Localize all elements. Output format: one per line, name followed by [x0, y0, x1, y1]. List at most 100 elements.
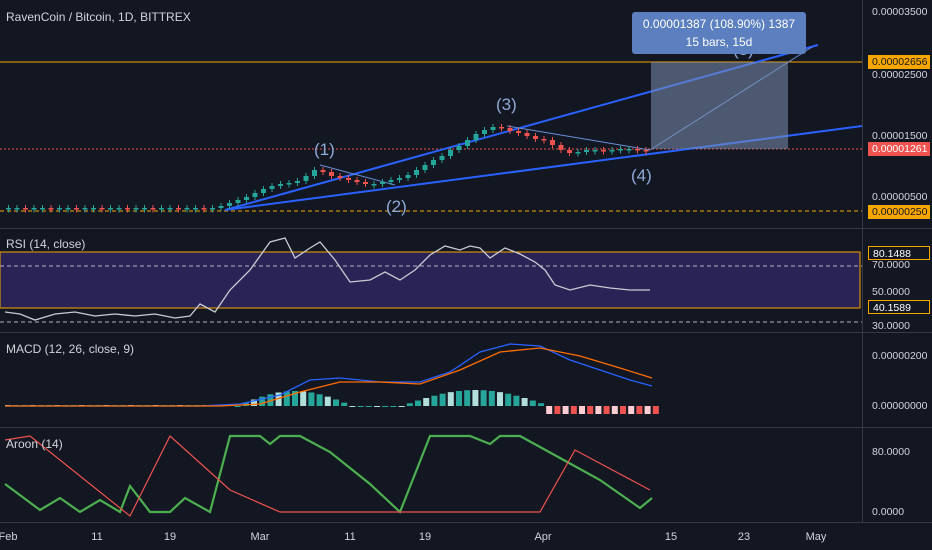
candle-body	[295, 181, 300, 183]
macd-bar	[488, 390, 495, 406]
macd-bar	[464, 390, 471, 406]
candle-body	[422, 165, 428, 170]
macd-bar	[562, 406, 569, 414]
time-label: 19	[163, 531, 177, 543]
time-label: 15	[664, 531, 678, 543]
candle-body	[473, 134, 479, 140]
candle-body	[261, 189, 266, 193]
pane-divider[interactable]	[0, 332, 932, 333]
macd-bar	[579, 406, 585, 414]
candle-body	[210, 208, 215, 210]
candle-body	[635, 149, 640, 151]
candle-body	[65, 208, 71, 210]
candle-body	[320, 170, 326, 172]
candle-body	[354, 180, 360, 182]
macd-bar	[628, 406, 635, 414]
macd-title: MACD (12, 26, close, 9)	[6, 342, 135, 356]
pane-divider[interactable]	[0, 427, 932, 428]
price-tick: 0.00002500	[872, 69, 928, 81]
macd-bar	[251, 399, 257, 406]
macd-line	[5, 343, 653, 407]
price-tag-current: 0.00001261	[868, 142, 930, 156]
rsi-tick-30: 30.0000	[872, 320, 910, 332]
time-label: Apr	[534, 531, 552, 543]
candle-body	[82, 208, 88, 210]
macd-bar	[423, 398, 430, 406]
candle-body	[184, 208, 190, 210]
macd-bar	[374, 406, 380, 407]
macd-bar	[333, 399, 339, 406]
macd-bar	[316, 394, 323, 406]
macd-bar	[513, 395, 520, 406]
wave-label-2: (2)	[386, 197, 407, 216]
macd-bar	[324, 396, 331, 406]
pane-divider[interactable]	[0, 228, 932, 229]
candle-body	[516, 131, 521, 133]
candle-body	[567, 150, 572, 153]
macd-tick-zero: 0.00000000	[872, 400, 928, 412]
rsi-title: RSI (14, close)	[6, 237, 86, 251]
price-tick: 0.00001500	[872, 130, 928, 142]
aroon-tick-top: 80.0000	[872, 446, 910, 458]
candle-body	[244, 197, 249, 200]
candle-body	[490, 127, 496, 130]
macd-bar	[546, 406, 553, 414]
rsi-tag-upper: 80.1488	[868, 246, 930, 260]
macd-bar	[570, 406, 577, 414]
candle-body	[592, 150, 598, 152]
candle-body	[159, 208, 164, 210]
macd-bar	[611, 406, 618, 414]
candle-body	[371, 184, 377, 186]
macd-bar	[267, 394, 274, 406]
candle-body	[278, 184, 283, 186]
candle-body	[397, 178, 402, 180]
candle-body	[618, 149, 623, 151]
price-tag-support: 0.00000250	[868, 205, 930, 219]
candle-body	[414, 170, 419, 175]
candle-body	[626, 149, 632, 151]
candle-body	[609, 150, 615, 152]
macd-bar	[390, 406, 397, 407]
candle-body	[31, 208, 37, 210]
candle-body	[108, 208, 113, 210]
rsi-tick-70: 70.0000	[872, 259, 910, 271]
macd-bar	[439, 393, 446, 406]
candle-body	[380, 182, 385, 184]
wave-label-1: (1)	[314, 140, 335, 159]
price-axis[interactable]	[862, 0, 932, 522]
candle-body	[116, 208, 122, 210]
candle-body	[448, 150, 453, 156]
macd-bar	[505, 393, 512, 406]
candle-body	[482, 130, 487, 134]
macd-bar	[480, 390, 487, 406]
candle-body	[499, 127, 504, 129]
wave-label-4: (4)	[631, 166, 652, 185]
macd-bar	[595, 406, 602, 414]
candle-body	[48, 208, 54, 210]
candle-body	[303, 176, 309, 181]
rsi-band	[0, 251, 861, 309]
candle-body	[337, 176, 343, 178]
measure-line-1: 0.00001387 (108.90%) 1387	[642, 17, 796, 31]
candle-body	[465, 140, 470, 146]
measure-tooltip: 0.00001387 (108.90%) 1387 15 bars, 15d	[632, 12, 806, 54]
macd-bar	[349, 406, 356, 407]
candle-body	[601, 150, 606, 152]
candle-body	[584, 150, 589, 152]
candle-body	[312, 170, 317, 176]
aroon-tick-zero: 0.0000	[872, 506, 905, 518]
candle-body	[167, 208, 173, 210]
candle-body	[142, 208, 147, 210]
wave-line	[506, 125, 651, 151]
macd-bar	[308, 392, 315, 406]
macd-bar	[292, 391, 298, 406]
macd-bar	[554, 406, 561, 414]
price-tick: 0.00000500	[872, 191, 928, 203]
candle-body	[456, 146, 462, 150]
price-tag-target: 0.00002656	[868, 55, 930, 69]
macd-histogram	[5, 390, 659, 414]
candle-body	[125, 208, 130, 210]
macd-bar	[652, 406, 659, 414]
rsi-tick-50: 50.0000	[872, 286, 910, 298]
